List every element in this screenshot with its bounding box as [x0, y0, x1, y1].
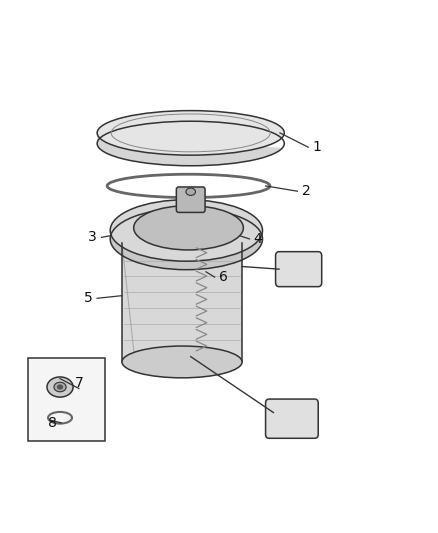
- Ellipse shape: [134, 206, 244, 250]
- Text: 4: 4: [254, 232, 262, 246]
- Text: 2: 2: [302, 184, 311, 198]
- FancyBboxPatch shape: [276, 252, 322, 287]
- Ellipse shape: [47, 377, 73, 397]
- Ellipse shape: [110, 200, 262, 261]
- Ellipse shape: [186, 188, 195, 196]
- FancyBboxPatch shape: [265, 399, 318, 438]
- Ellipse shape: [57, 385, 63, 389]
- FancyBboxPatch shape: [177, 187, 205, 213]
- Polygon shape: [122, 243, 242, 362]
- Polygon shape: [110, 230, 262, 270]
- Ellipse shape: [54, 382, 66, 392]
- Ellipse shape: [97, 111, 284, 155]
- Text: 1: 1: [312, 140, 321, 154]
- Text: 6: 6: [219, 270, 228, 284]
- Text: 3: 3: [88, 230, 97, 244]
- Text: 7: 7: [74, 376, 83, 390]
- Ellipse shape: [122, 346, 242, 378]
- Text: 8: 8: [48, 416, 57, 430]
- Bar: [28, 358, 105, 441]
- Text: 5: 5: [84, 292, 93, 305]
